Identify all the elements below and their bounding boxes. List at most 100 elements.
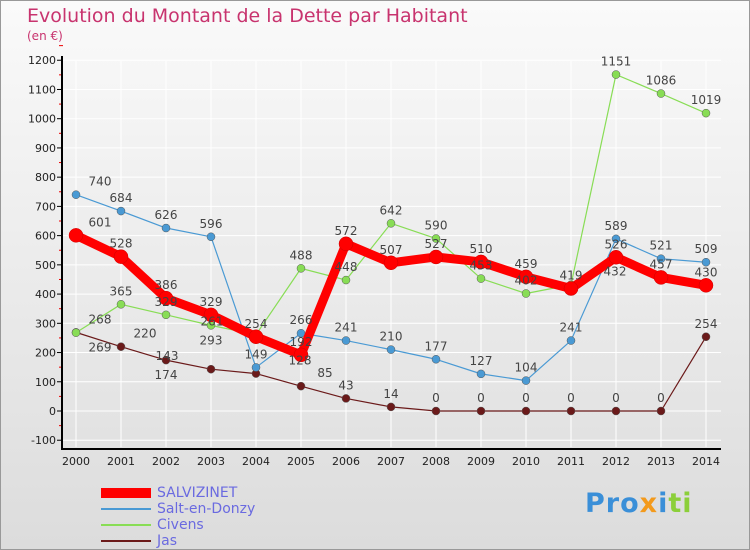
data-point bbox=[206, 232, 216, 242]
data-point bbox=[203, 307, 219, 323]
data-label: 402 bbox=[515, 273, 538, 287]
x-tick-label: 2002 bbox=[152, 455, 180, 468]
data-label: 0 bbox=[477, 391, 485, 405]
data-label: 266 bbox=[290, 313, 313, 327]
data-label: 528 bbox=[110, 237, 133, 251]
data-label: 143 bbox=[156, 349, 179, 363]
data-label: 740 bbox=[89, 175, 112, 189]
data-label: 1086 bbox=[646, 74, 677, 88]
data-label: 642 bbox=[380, 203, 403, 217]
data-label: 177 bbox=[425, 339, 448, 353]
data-label: 386 bbox=[155, 278, 178, 292]
data-label: 459 bbox=[515, 257, 538, 271]
legend-swatch bbox=[101, 508, 151, 510]
x-tick-label: 2013 bbox=[647, 455, 675, 468]
y-tick-label: 600 bbox=[35, 230, 56, 243]
unit-label: (en €) bbox=[27, 29, 63, 43]
data-label: 241 bbox=[335, 321, 358, 335]
data-point bbox=[698, 278, 714, 293]
data-point bbox=[521, 406, 531, 416]
data-label: 589 bbox=[605, 219, 628, 233]
data-point bbox=[386, 345, 396, 354]
data-label: 254 bbox=[245, 317, 268, 331]
data-point bbox=[476, 274, 486, 283]
data-label: 261 bbox=[201, 315, 224, 329]
legend-swatch bbox=[101, 540, 151, 542]
data-label: 0 bbox=[522, 391, 530, 405]
legend-swatch bbox=[101, 524, 151, 526]
x-tick-label: 2005 bbox=[287, 455, 315, 468]
data-point bbox=[428, 249, 444, 265]
legend-item: SALVIZINET bbox=[101, 485, 255, 501]
data-label: 192 bbox=[290, 335, 313, 349]
data-point bbox=[296, 381, 306, 391]
data-point bbox=[386, 402, 396, 412]
y-tick-label: 100 bbox=[35, 376, 56, 389]
y-tick-label: 1200 bbox=[28, 54, 56, 67]
data-label: 488 bbox=[290, 248, 313, 262]
data-point bbox=[338, 236, 354, 252]
legend: SALVIZINET Salt-en-Donzy Civens Jas bbox=[101, 485, 255, 549]
y-tick-label: 700 bbox=[35, 200, 56, 213]
x-tick-label: 2012 bbox=[602, 455, 630, 468]
data-label: 448 bbox=[335, 260, 358, 274]
data-label: 241 bbox=[560, 321, 583, 335]
x-tick-label: 2003 bbox=[197, 455, 225, 468]
data-point bbox=[563, 281, 579, 296]
data-label: 0 bbox=[567, 391, 575, 405]
legend-label: Civens bbox=[157, 517, 204, 533]
data-label: 127 bbox=[470, 354, 493, 368]
data-label: 521 bbox=[650, 239, 673, 253]
data-point bbox=[161, 223, 171, 233]
data-point bbox=[158, 290, 174, 306]
data-point bbox=[701, 332, 711, 342]
data-point bbox=[653, 270, 669, 285]
data-label: 626 bbox=[155, 208, 178, 222]
data-label: 174 bbox=[155, 368, 178, 382]
y-tick-label: 900 bbox=[35, 142, 56, 155]
data-label: 14 bbox=[383, 387, 398, 401]
data-point bbox=[113, 249, 129, 264]
data-point bbox=[521, 376, 531, 385]
data-label: 1019 bbox=[691, 93, 722, 107]
y-tick-label: 800 bbox=[35, 171, 56, 184]
data-point bbox=[341, 394, 351, 403]
data-label: 1151 bbox=[601, 55, 632, 69]
data-point bbox=[341, 336, 351, 345]
data-label: 510 bbox=[470, 242, 493, 256]
x-tick-label: 2008 bbox=[422, 455, 450, 468]
data-label: 0 bbox=[657, 391, 665, 405]
data-label: 572 bbox=[335, 224, 358, 238]
data-label: 432 bbox=[604, 265, 627, 279]
data-label: 507 bbox=[380, 243, 403, 257]
data-point bbox=[116, 300, 126, 309]
data-point bbox=[71, 190, 81, 199]
data-label: 0 bbox=[612, 391, 620, 405]
data-point bbox=[656, 89, 666, 98]
data-point bbox=[608, 250, 624, 265]
data-label: 590 bbox=[425, 219, 448, 233]
data-point bbox=[656, 254, 666, 263]
data-point bbox=[476, 406, 486, 416]
y-tick-label: 1000 bbox=[28, 113, 56, 126]
data-label: 419 bbox=[560, 269, 583, 283]
data-label: 254 bbox=[695, 317, 718, 331]
x-tick-label: 2004 bbox=[242, 455, 270, 468]
y-tick-label: 500 bbox=[35, 259, 56, 272]
data-label: 269 bbox=[89, 340, 112, 354]
legend-item: Civens bbox=[101, 517, 255, 533]
y-tick-label: 200 bbox=[35, 347, 56, 360]
data-point bbox=[701, 108, 711, 118]
y-tick-label: 0 bbox=[49, 405, 56, 418]
data-point bbox=[71, 328, 81, 337]
legend-label: Salt-en-Donzy bbox=[157, 501, 256, 517]
data-point bbox=[566, 336, 576, 345]
legend-swatch bbox=[101, 488, 151, 498]
data-point bbox=[206, 364, 216, 374]
x-tick-label: 2014 bbox=[692, 455, 720, 468]
data-label: 453 bbox=[470, 259, 493, 273]
chart-title: Evolution du Montant de la Dette par Hab… bbox=[27, 5, 468, 27]
y-tick-label: -100 bbox=[31, 434, 56, 447]
legend-item: Jas bbox=[101, 533, 255, 549]
